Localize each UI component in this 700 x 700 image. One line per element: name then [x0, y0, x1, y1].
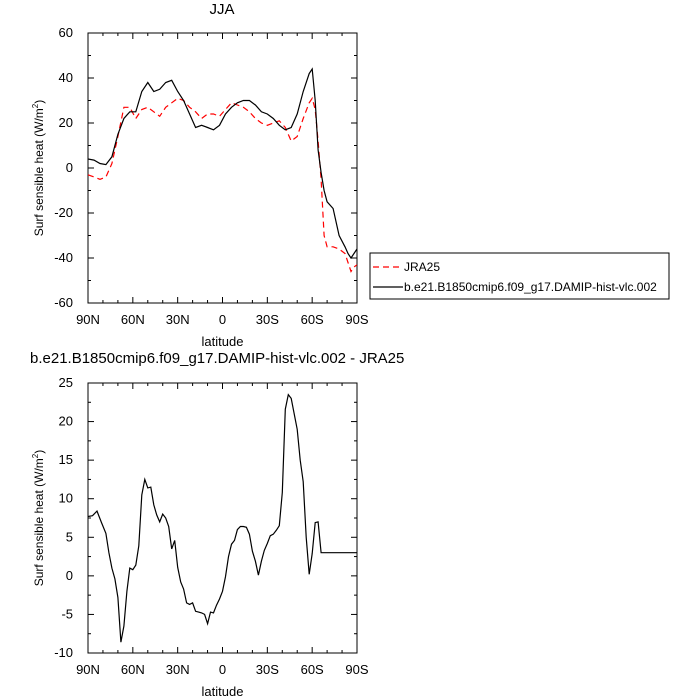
y-axis-label-superscript: 2 — [31, 453, 40, 458]
x-tick-label: 60N — [121, 662, 145, 677]
x-tick-label: 30N — [166, 662, 190, 677]
x-tick-label: 0 — [219, 662, 226, 677]
x-axis-label: latitude — [202, 684, 244, 699]
y-axis-label-text: Surf sensible heat (W/m — [32, 458, 46, 586]
y-axis-label: Surf sensible heat (W/m2) — [31, 450, 46, 587]
y-axis-label-superscript: 2 — [31, 103, 40, 108]
x-tick-label: 60S — [301, 662, 324, 677]
y-tick-label: 25 — [59, 375, 73, 390]
y-tick-label: -20 — [54, 205, 73, 220]
y-axis-label-close: ) — [32, 450, 46, 454]
x-tick-label: 0 — [219, 312, 226, 327]
series-line-model — [88, 393, 357, 643]
x-tick-label: 30S — [256, 312, 279, 327]
x-tick-label: 30N — [166, 312, 190, 327]
y-tick-label: 60 — [59, 25, 73, 40]
y-tick-label: -60 — [54, 295, 73, 310]
x-tick-label: 60S — [301, 312, 324, 327]
chart-title: JJA — [209, 1, 234, 18]
y-axis-label: Surf sensible heat (W/m2) — [31, 100, 46, 237]
y-axis-label-close: ) — [32, 100, 46, 104]
y-tick-label: 0 — [66, 160, 73, 175]
y-axis-label-text: Surf sensible heat (W/m — [32, 108, 46, 236]
y-tick-label: 0 — [66, 568, 73, 583]
series-line-jra25 — [88, 96, 357, 273]
x-tick-label: 90S — [345, 312, 368, 327]
y-tick-label: -10 — [54, 645, 73, 660]
y-tick-label: -40 — [54, 250, 73, 265]
legend-label: b.e21.B1850cmip6.f09_g17.DAMIP-hist-vlc.… — [404, 280, 657, 294]
x-tick-label: 90S — [345, 662, 368, 677]
y-tick-label: -5 — [61, 606, 73, 621]
y-tick-label: 40 — [59, 70, 73, 85]
y-tick-label: 5 — [66, 529, 73, 544]
chart-title: b.e21.B1850cmip6.f09_g17.DAMIP-hist-vlc.… — [30, 350, 404, 367]
y-tick-label: 15 — [59, 452, 73, 467]
y-tick-label: 10 — [59, 491, 73, 506]
x-axis-label: latitude — [202, 334, 244, 349]
plot-frame — [87, 382, 358, 654]
x-tick-label: 30S — [256, 662, 279, 677]
plot-frame — [87, 32, 358, 304]
x-tick-label: 90N — [76, 662, 100, 677]
x-tick-label: 90N — [76, 312, 100, 327]
legend-label: JRA25 — [404, 260, 440, 274]
series-line-model — [88, 67, 357, 260]
x-tick-label: 60N — [121, 312, 145, 327]
legend-box — [369, 252, 670, 300]
y-tick-label: 20 — [59, 414, 73, 429]
y-tick-label: 20 — [59, 115, 73, 130]
